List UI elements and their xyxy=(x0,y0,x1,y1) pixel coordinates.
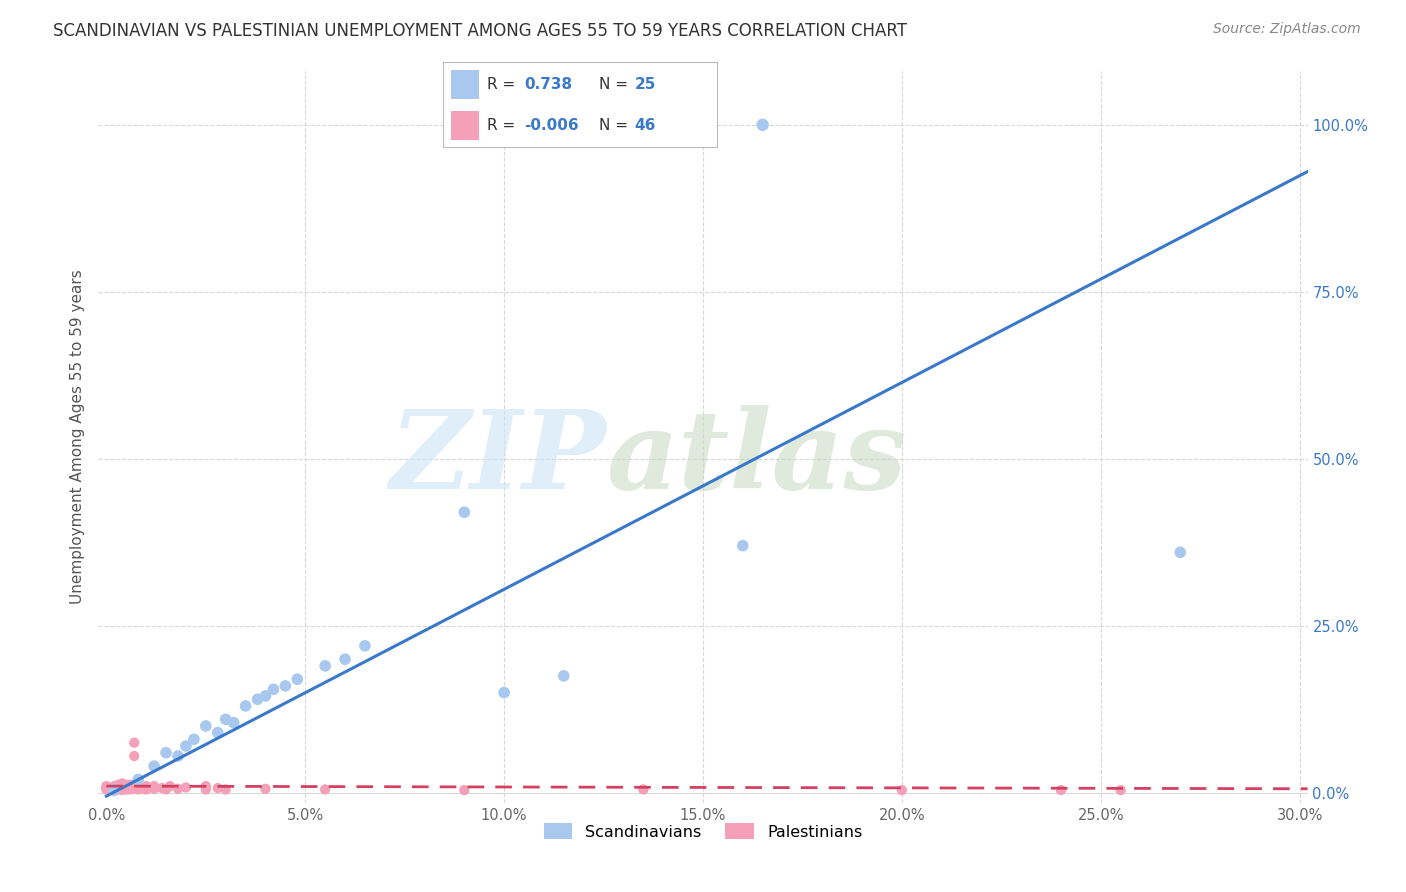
Point xyxy=(890,783,912,797)
Point xyxy=(143,781,166,796)
Point xyxy=(194,782,217,797)
Y-axis label: Unemployment Among Ages 55 to 59 years: Unemployment Among Ages 55 to 59 years xyxy=(69,269,84,605)
Text: 25: 25 xyxy=(636,77,657,92)
Point xyxy=(731,539,754,553)
Bar xyxy=(451,111,478,139)
Point xyxy=(174,780,197,795)
Point xyxy=(1050,783,1073,797)
Point xyxy=(96,779,118,793)
Point xyxy=(103,779,125,793)
Point xyxy=(1109,783,1132,797)
Point xyxy=(354,639,377,653)
Point xyxy=(246,692,269,706)
Point xyxy=(103,784,125,798)
Point xyxy=(111,783,134,797)
Point xyxy=(111,779,134,793)
Point xyxy=(194,779,217,793)
Point xyxy=(122,736,145,750)
Point xyxy=(215,712,238,726)
Text: R =: R = xyxy=(486,118,515,133)
Point xyxy=(131,781,153,796)
Point xyxy=(453,505,475,519)
Point xyxy=(143,759,166,773)
Text: SCANDINAVIAN VS PALESTINIAN UNEMPLOYMENT AMONG AGES 55 TO 59 YEARS CORRELATION C: SCANDINAVIAN VS PALESTINIAN UNEMPLOYMENT… xyxy=(53,22,907,40)
Point xyxy=(183,732,205,747)
Point xyxy=(572,118,595,132)
Text: N =: N = xyxy=(599,77,628,92)
Point xyxy=(453,783,475,797)
Point xyxy=(150,781,173,796)
Point xyxy=(155,782,177,797)
Point xyxy=(120,782,142,797)
Point xyxy=(207,781,229,796)
Point xyxy=(155,746,177,760)
Point xyxy=(103,781,125,796)
Point xyxy=(494,685,516,699)
Point xyxy=(285,672,308,686)
Point xyxy=(107,780,129,795)
Point xyxy=(215,782,238,797)
Point xyxy=(111,781,134,796)
Point xyxy=(333,652,356,666)
Text: 0.738: 0.738 xyxy=(524,77,572,92)
Point xyxy=(122,779,145,793)
Point xyxy=(127,782,149,797)
Legend: Scandinavians, Palestinians: Scandinavians, Palestinians xyxy=(537,817,869,846)
Point xyxy=(633,782,655,797)
Point xyxy=(135,782,157,797)
Point xyxy=(135,779,157,793)
Point xyxy=(167,781,190,796)
Point xyxy=(314,782,336,797)
Text: R =: R = xyxy=(486,77,515,92)
Point xyxy=(1168,545,1191,559)
Text: N =: N = xyxy=(599,118,628,133)
Point xyxy=(254,781,277,796)
Point xyxy=(254,689,277,703)
Point xyxy=(115,780,138,795)
Point xyxy=(174,739,197,753)
Point xyxy=(122,749,145,764)
Point xyxy=(262,682,284,697)
Point xyxy=(120,780,142,795)
Point xyxy=(751,118,773,132)
Point xyxy=(111,776,134,790)
Text: 46: 46 xyxy=(636,118,657,133)
Text: atlas: atlas xyxy=(606,405,907,513)
Point xyxy=(207,725,229,739)
Point xyxy=(96,782,118,797)
Bar xyxy=(451,70,478,99)
Point xyxy=(115,782,138,797)
Text: ZIP: ZIP xyxy=(389,405,606,513)
Point xyxy=(314,658,336,673)
Text: Source: ZipAtlas.com: Source: ZipAtlas.com xyxy=(1213,22,1361,37)
Point xyxy=(120,778,142,792)
Point xyxy=(274,679,297,693)
Point xyxy=(107,778,129,792)
Point xyxy=(167,749,190,764)
Point xyxy=(115,778,138,792)
Point xyxy=(159,779,181,793)
Point xyxy=(103,782,125,797)
Point xyxy=(194,719,217,733)
Point xyxy=(235,698,257,713)
Point xyxy=(127,779,149,793)
Point xyxy=(553,669,575,683)
Point xyxy=(143,779,166,793)
Text: -0.006: -0.006 xyxy=(524,118,578,133)
Point xyxy=(127,772,149,787)
Point xyxy=(122,781,145,796)
Point xyxy=(107,782,129,797)
Point xyxy=(96,780,118,795)
Point xyxy=(222,715,245,730)
